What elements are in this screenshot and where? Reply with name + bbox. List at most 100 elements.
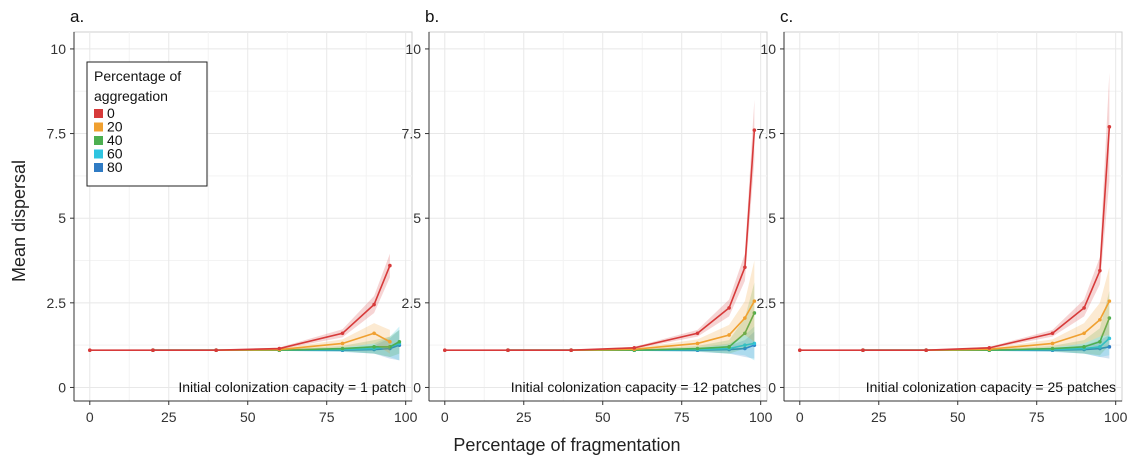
legend-swatch (94, 163, 103, 172)
data-point (1107, 124, 1112, 129)
data-point (372, 302, 376, 307)
data-point (695, 346, 700, 351)
data-point (1050, 331, 1055, 336)
x-tick-label: 100 (1104, 409, 1128, 425)
legend-title: Percentage of (94, 68, 181, 84)
data-point (743, 331, 747, 336)
data-point (340, 331, 345, 336)
x-tick-label: 25 (516, 409, 532, 425)
legend-entry: 40 (107, 132, 123, 148)
x-tick-label: 100 (749, 409, 773, 425)
data-point (752, 311, 757, 315)
data-point (442, 348, 447, 353)
legend-entry: 0 (107, 105, 115, 121)
series-0 (442, 99, 757, 353)
data-point (1107, 299, 1112, 303)
data-point (727, 333, 731, 337)
data-point (695, 331, 700, 336)
panel-letter: c. (780, 7, 793, 26)
panel-letter: b. (425, 7, 439, 26)
y-tick-label: 5 (58, 210, 66, 226)
y-axis-title: Mean dispersal (9, 160, 29, 282)
x-tick-label: 0 (441, 409, 449, 425)
legend-entry: 80 (107, 159, 123, 175)
data-point (743, 346, 747, 351)
panel-annotation: Initial colonization capacity = 12 patch… (511, 379, 761, 395)
data-point (752, 128, 757, 132)
series-line (444, 130, 756, 352)
data-point (388, 345, 392, 349)
data-point (924, 348, 928, 353)
x-tick-label: 0 (796, 409, 804, 425)
data-point (569, 348, 573, 353)
data-point (1107, 316, 1112, 320)
y-tick-label: 10 (760, 41, 776, 57)
y-tick-label: 7.5 (402, 126, 422, 142)
data-point (1050, 346, 1055, 351)
y-tick-label: 0 (58, 379, 66, 395)
panel-annotation: Initial colonization capacity = 1 patch (178, 379, 406, 395)
confidence-band (152, 329, 400, 357)
x-axis-title: Percentage of fragmentation (453, 435, 680, 455)
data-point (1098, 317, 1102, 322)
x-tick-label: 25 (161, 409, 177, 425)
data-point (752, 341, 757, 346)
data-point (214, 348, 218, 353)
y-tick-label: 10 (50, 41, 66, 57)
data-point (743, 316, 747, 320)
panel-c: 0 25 50 75 100 0 2.5 5 7.5 10c. Initial colonizati… (757, 7, 1128, 425)
data-point (506, 348, 510, 353)
x-tick-label: 50 (240, 409, 256, 425)
data-point (1082, 345, 1086, 349)
panel-letter: a. (70, 7, 84, 26)
x-tick-label: 50 (950, 409, 966, 425)
y-tick-label: 2.5 (757, 295, 777, 311)
confidence-band (862, 290, 1110, 356)
x-tick-label: 75 (1029, 409, 1045, 425)
legend-entry: 60 (107, 146, 123, 162)
legend-swatch (94, 136, 103, 145)
x-tick-label: 75 (319, 409, 335, 425)
x-tick-label: 100 (394, 409, 418, 425)
data-point (277, 346, 282, 351)
data-point (372, 345, 376, 349)
y-tick-label: 2.5 (47, 295, 67, 311)
data-point (388, 339, 392, 344)
x-tick-label: 75 (674, 409, 690, 425)
data-point (151, 348, 155, 353)
data-point (340, 346, 345, 351)
data-point (1050, 341, 1055, 346)
confidence-band (152, 323, 390, 354)
x-tick-label: 0 (86, 409, 94, 425)
data-point (1107, 345, 1112, 349)
legend-box (86, 61, 208, 187)
data-point (397, 339, 402, 344)
y-tick-label: 5 (768, 210, 776, 226)
data-point (752, 299, 757, 303)
data-point (1098, 345, 1102, 349)
legend-title: aggregation (94, 88, 168, 104)
x-tick-label: 50 (595, 409, 611, 425)
y-tick-label: 0 (768, 379, 776, 395)
data-point (743, 343, 747, 347)
confidence-band (862, 267, 1110, 351)
y-tick-label: 2.5 (402, 295, 422, 311)
data-point (632, 346, 637, 350)
legend-entry: 20 (107, 119, 123, 135)
data-point (743, 265, 747, 270)
series-line (799, 126, 1111, 352)
series-0 (87, 253, 392, 353)
data-point (987, 346, 992, 350)
data-point (727, 306, 731, 310)
legend-swatch (94, 122, 103, 132)
y-tick-label: 7.5 (757, 126, 777, 142)
panel-annotation: Initial colonization capacity = 25 patch… (866, 379, 1116, 395)
data-point (1082, 306, 1086, 310)
y-tick-label: 0 (413, 379, 421, 395)
y-tick-label: 10 (405, 41, 421, 57)
data-point (388, 263, 392, 268)
data-point (1082, 331, 1086, 336)
